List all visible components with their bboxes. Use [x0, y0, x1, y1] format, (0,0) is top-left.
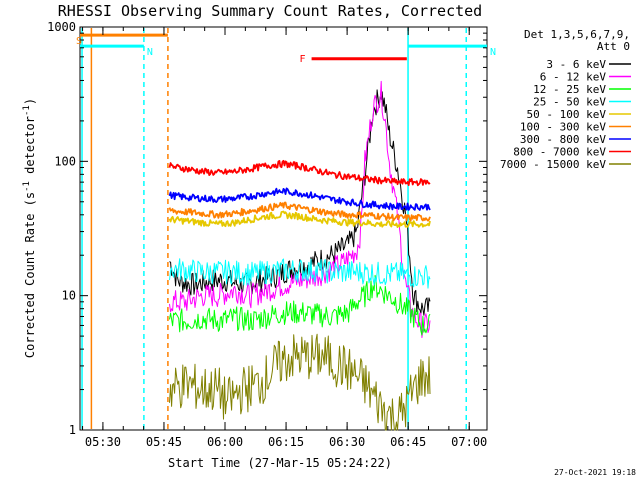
series-line-4 [168, 210, 431, 229]
series-line-7 [168, 159, 431, 187]
x-tick-label: 07:00 [451, 435, 487, 449]
legend-label: 800 - 7000 keV [513, 146, 606, 159]
series-line-3 [169, 258, 431, 289]
legend-label: 50 - 100 keV [527, 108, 607, 121]
legend-header-attenuator: Att 0 [597, 40, 630, 53]
series-line-2 [169, 274, 431, 336]
flag-annotations: S N N F [76, 33, 496, 65]
x-axis-label: Start Time (27-Mar-15 05:24:22) [168, 456, 392, 470]
series-line-6 [168, 187, 431, 211]
plot-area: S N N F [76, 26, 496, 431]
time-markers [81, 28, 467, 429]
x-axis: 05:30 05:45 06:00 06:15 06:30 06:45 07:00 [82, 27, 487, 449]
x-tick-label: 05:45 [146, 435, 182, 449]
series-line-1 [169, 80, 431, 338]
x-tick-label: 06:45 [390, 435, 426, 449]
series-line-8 [169, 333, 431, 431]
legend-label: 100 - 300 keV [520, 121, 606, 134]
y-tick-label: 1 [69, 423, 76, 437]
chart-title: RHESSI Observing Summary Count Rates, Co… [58, 2, 482, 20]
x-tick-label: 06:00 [207, 435, 243, 449]
flag-label: N [490, 47, 496, 58]
legend-label: 12 - 25 keV [533, 83, 606, 96]
y-axis-label: Corrected Count Rate (s-1 detector-1) [22, 98, 37, 358]
flag-label: F [300, 54, 306, 65]
legend-label: 25 - 50 keV [533, 96, 606, 109]
y-tick-label: 100 [54, 154, 76, 168]
plot-frame [79, 26, 488, 431]
flag-label: S [76, 36, 82, 47]
legend-label: 7000 - 15000 keV [500, 158, 606, 171]
y-tick-label: 10 [62, 289, 76, 303]
generation-timestamp: 27-Oct-2021 19:18 [554, 468, 636, 477]
legend-label: 300 - 800 keV [520, 133, 606, 146]
y-axis: 1 10 100 1000 [47, 20, 487, 437]
x-tick-label: 06:15 [268, 435, 304, 449]
legend-label: 3 - 6 keV [546, 58, 606, 71]
series-line-5 [168, 201, 431, 222]
y-tick-label: 1000 [47, 20, 76, 34]
x-tick-label: 06:30 [329, 435, 365, 449]
flag-label: N [147, 47, 153, 58]
legend-header-detectors: Det 1,3,5,6,7,9, [524, 28, 630, 41]
legend-label: 6 - 12 keV [540, 71, 607, 84]
x-tick-label: 05:30 [85, 435, 121, 449]
series-layer [168, 80, 431, 431]
